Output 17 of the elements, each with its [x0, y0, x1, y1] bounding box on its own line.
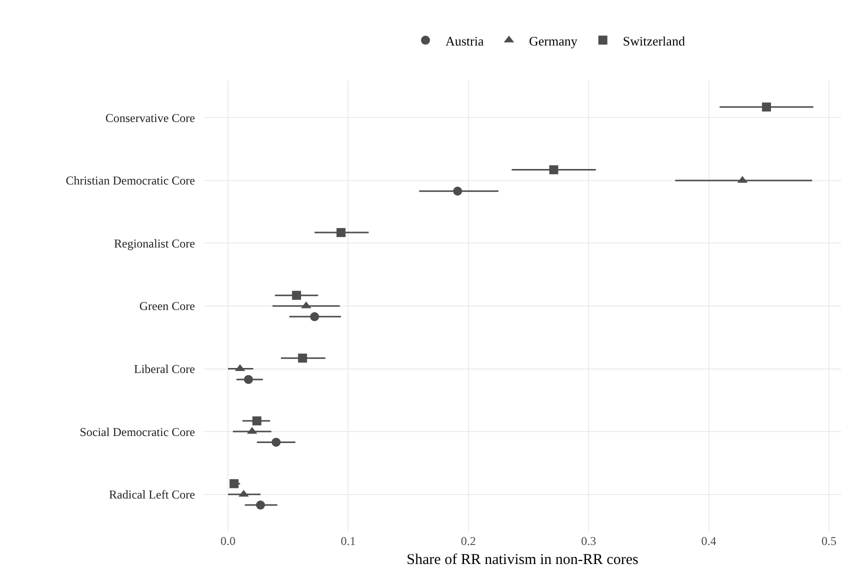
y-tick-label: Social Democratic Core — [80, 424, 195, 439]
x-tick-label: 0.3 — [581, 534, 596, 548]
x-axis-title: Share of RR nativism in non-RR cores — [406, 552, 638, 568]
y-tick-label: Conservative Core — [105, 110, 195, 125]
legend-label: Austria — [445, 33, 484, 48]
legend-label: Germany — [528, 33, 578, 48]
y-tick-label: Liberal Core — [134, 362, 195, 376]
y-tick-label: Radical Left Core — [109, 488, 195, 502]
x-tick-label: 0.0 — [220, 534, 236, 548]
x-tick-label: 0.5 — [821, 534, 836, 548]
y-tick-label: Christian Democratic Core — [66, 174, 195, 188]
x-tick-label: 0.2 — [460, 534, 476, 548]
x-tick-label: 0.1 — [340, 534, 356, 548]
legend-label: Switzerland — [622, 33, 686, 48]
x-tick-label: 0.4 — [701, 534, 716, 548]
y-tick-label: Green Core — [139, 299, 195, 314]
y-tick-label: Regionalist Core — [114, 236, 195, 250]
